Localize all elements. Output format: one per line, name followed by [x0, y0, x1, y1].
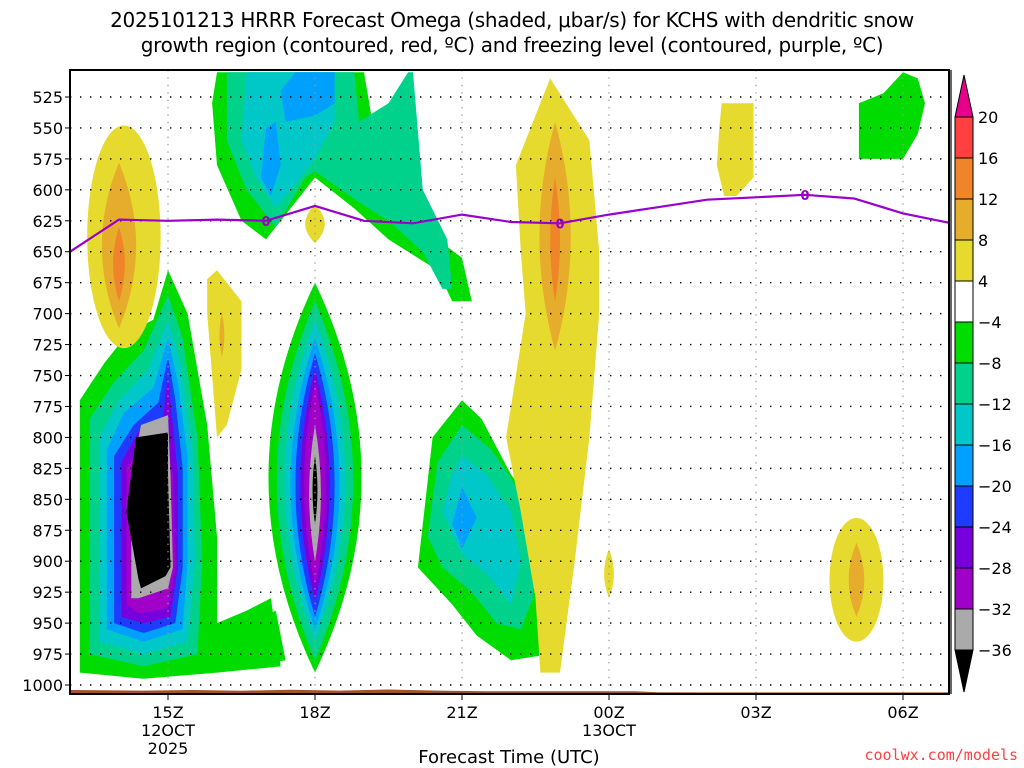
y-tick-label-575: 575 [32, 150, 63, 169]
freezing-level-label: 0 [800, 189, 809, 204]
colorbar-label: −16 [978, 436, 1012, 455]
credit-link[interactable]: coolwx.com/models [864, 746, 1018, 764]
descent-14z-oo [113, 226, 125, 302]
x-tick-label-06Z: 06Z [887, 703, 918, 722]
colorbar-swatch-2 [954, 157, 974, 200]
descent-16z-o [219, 313, 225, 357]
chart-title-line-2: growth region (contoured, red, ºC) and f… [140, 33, 884, 57]
terrain-fill [70, 689, 949, 694]
freezing-level-label: 0 [261, 215, 270, 230]
omega-shading [79, 72, 949, 679]
x-tick-label-15Z: 15Z [152, 703, 183, 722]
ascent-bridge [217, 598, 281, 673]
colorbar-label: 20 [978, 108, 998, 127]
y-tick-label-725: 725 [32, 336, 63, 355]
descent-23z-oo [550, 177, 560, 302]
colorbar-label: 16 [978, 149, 998, 168]
y-tick-label-775: 775 [32, 397, 63, 416]
colorbar-swatch-13 [954, 608, 974, 651]
y-tick-label-600: 600 [32, 181, 63, 200]
x-tick-label-18Z: 18Z [299, 703, 330, 722]
descent-16z-y [207, 270, 242, 438]
colorbar-label: 12 [978, 190, 998, 209]
colorbar-swatch-12 [954, 567, 974, 610]
terrain-layer [70, 689, 949, 694]
y-tick-label-625: 625 [32, 212, 63, 231]
colorbar-label: −24 [978, 518, 1012, 537]
grid-lines [70, 70, 949, 694]
y-tick-label-975: 975 [32, 645, 63, 664]
ascent-15z-black [126, 432, 171, 589]
colorbar-label: −32 [978, 600, 1012, 619]
colorbar-label: −28 [978, 559, 1012, 578]
ascent-18z-black [312, 455, 318, 525]
colorbar-swatch-7 [954, 362, 974, 405]
colorbar-label: −12 [978, 395, 1012, 414]
colorbar-label: −20 [978, 477, 1012, 496]
colorbar-swatch-11 [954, 526, 974, 569]
y-tick-label-875: 875 [32, 521, 63, 540]
y-tick-label-650: 650 [32, 243, 63, 262]
colorbar-swatch-9 [954, 444, 974, 487]
colorbar-swatch-4 [954, 239, 974, 282]
x-year-label: 2025 [148, 739, 189, 758]
colorbar-swatch-10 [954, 485, 974, 528]
freezing-level-contour: 0 0 0 [70, 189, 949, 253]
colorbar-swatch-min [954, 649, 974, 693]
colorbar-swatch-3 [954, 198, 974, 241]
x-tick-label-03Z: 03Z [740, 703, 771, 722]
y-tick-label-550: 550 [32, 119, 63, 138]
y-tick-label-825: 825 [32, 459, 63, 478]
colorbar-label: −36 [978, 641, 1012, 660]
ascent-upper-core [280, 72, 335, 122]
y-tick-label-1000: 1000 [22, 676, 63, 695]
colorbar-swatch-1 [954, 116, 974, 159]
x-date-label: 12OCT [141, 721, 195, 740]
y-tick-label-800: 800 [32, 428, 63, 447]
y-tick-label-700: 700 [32, 305, 63, 324]
x-date-label: 13OCT [582, 721, 636, 740]
colorbar-swatch-5 [954, 280, 974, 323]
ascent-21z-core [452, 486, 477, 549]
colorbar-swatch-8 [954, 403, 974, 446]
colorbar-label: 4 [978, 272, 988, 291]
y-tick-label-925: 925 [32, 583, 63, 602]
freezing-level-label: 0 [555, 217, 564, 232]
colorbar-label: 8 [978, 231, 988, 250]
colorbar-legend: 20 16 12 8 4 −4 −8 −12 −16 −20 −24 −28 −32 −36 [950, 70, 1012, 694]
y-tick-label-900: 900 [32, 552, 63, 571]
y-tick-label-750: 750 [32, 367, 63, 386]
x-axis-title: Forecast Time (UTC) [418, 747, 599, 768]
y-tick-label-850: 850 [32, 490, 63, 509]
chart-title-line-1: 2025101213 HRRR Forecast Omega (shaded, … [110, 8, 914, 32]
chart-title: 2025101213 HRRR Forecast Omega (shaded, … [0, 8, 1024, 58]
y-tick-label-675: 675 [32, 274, 63, 293]
descent-02z-y [716, 103, 754, 196]
freezing-level-line [70, 193, 949, 253]
descent-23z-y [506, 78, 600, 673]
colorbar-swatch-max [954, 74, 974, 118]
colorbar-label: −8 [978, 354, 1002, 373]
plot-frame [69, 69, 950, 695]
y-tick-label-525: 525 [32, 88, 63, 107]
x-tick-label-21Z: 21Z [446, 703, 477, 722]
ascent-05z-g [858, 72, 925, 159]
descent-18z-small [305, 204, 325, 244]
colorbar-swatch-6 [954, 321, 974, 364]
x-tick-label-00Z: 00Z [593, 703, 624, 722]
colorbar-label: −4 [978, 313, 1002, 332]
y-axis: 525 550 575 600 625 650 675 700 725 750 775 800 825 8… [22, 88, 70, 695]
y-tick-label-950: 950 [32, 614, 63, 633]
